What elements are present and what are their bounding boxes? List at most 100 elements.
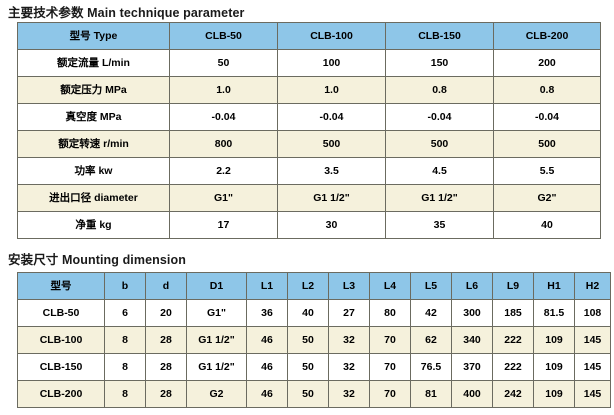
cell-value: 150 (385, 49, 494, 77)
cell-value: 70 (369, 326, 411, 354)
mounting-dimension-section-title: 安装尺寸 Mounting dimension (8, 253, 186, 267)
main-parameter-section-title: 主要技术参数 Main technique parameter (8, 6, 245, 20)
main-technique-parameter-table: 型号 Type CLB-50 CLB-100 CLB-150 CLB-200 额… (17, 22, 601, 239)
cell-value: 35 (385, 211, 494, 239)
column-header-l9: L9 (492, 272, 534, 300)
cell-value: 46 (246, 380, 288, 408)
column-header-clb-50: CLB-50 (169, 22, 278, 50)
row-label-vacuum-degree: 真空度 MPa (17, 103, 170, 131)
cell-value: 145 (574, 326, 611, 354)
table-header-row: 型号 b d D1 L1 L2 L3 L4 L5 L6 L9 H1 H2 (17, 272, 611, 300)
cell-value: 42 (410, 299, 452, 327)
column-header-h1: H1 (533, 272, 575, 300)
cell-value: 28 (145, 353, 187, 381)
cell-value: 32 (328, 353, 370, 381)
cell-value: 200 (493, 49, 601, 77)
cell-value: G1 1/2" (186, 326, 247, 354)
cell-value: 81 (410, 380, 452, 408)
cell-value: 500 (385, 130, 494, 158)
cell-value: 32 (328, 326, 370, 354)
cell-value: G1" (186, 299, 247, 327)
cell-value: G1 1/2" (385, 184, 494, 212)
column-header-h2: H2 (574, 272, 611, 300)
cell-value: 8 (104, 326, 146, 354)
column-header-l4: L4 (369, 272, 411, 300)
table-row: CLB-100 8 28 G1 1/2" 46 50 32 70 62 340 … (17, 326, 611, 354)
column-header-model: 型号 (17, 272, 105, 300)
cell-value: G1" (169, 184, 278, 212)
cell-value: 30 (277, 211, 386, 239)
cell-value: 185 (492, 299, 534, 327)
table-row: 净重 kg 17 30 35 40 (17, 211, 601, 239)
cell-value: 370 (451, 353, 493, 381)
table-row: CLB-50 6 20 G1" 36 40 27 80 42 300 185 8… (17, 299, 611, 327)
cell-value: 80 (369, 299, 411, 327)
table-row: 额定压力 MPa 1.0 1.0 0.8 0.8 (17, 76, 601, 104)
cell-value: 32 (328, 380, 370, 408)
cell-value: 46 (246, 326, 288, 354)
cell-value: 800 (169, 130, 278, 158)
cell-value: 8 (104, 380, 146, 408)
table-row: 额定流量 L/min 50 100 150 200 (17, 49, 601, 77)
cell-value: 109 (533, 380, 575, 408)
column-header-d: d (145, 272, 187, 300)
table-row: CLB-200 8 28 G2 46 50 32 70 81 400 242 1… (17, 380, 611, 408)
column-header-l5: L5 (410, 272, 452, 300)
cell-value: 500 (493, 130, 601, 158)
cell-value: 28 (145, 380, 187, 408)
column-header-clb-100: CLB-100 (277, 22, 386, 50)
row-label-clb-50: CLB-50 (17, 299, 105, 327)
cell-value: 50 (169, 49, 278, 77)
table-row: 额定转速 r/min 800 500 500 500 (17, 130, 601, 158)
column-header-d1: D1 (186, 272, 247, 300)
cell-value: 1.0 (169, 76, 278, 104)
cell-value: 222 (492, 326, 534, 354)
cell-value: 0.8 (385, 76, 494, 104)
column-header-clb-150: CLB-150 (385, 22, 494, 50)
cell-value: 46 (246, 353, 288, 381)
cell-value: 40 (287, 299, 329, 327)
cell-value: 40 (493, 211, 601, 239)
row-label-net-weight: 净重 kg (17, 211, 170, 239)
cell-value: 17 (169, 211, 278, 239)
cell-value: 108 (574, 299, 611, 327)
cell-value: 109 (533, 326, 575, 354)
cell-value: G1 1/2" (186, 353, 247, 381)
cell-value: 222 (492, 353, 534, 381)
cell-value: 2.2 (169, 157, 278, 185)
column-header-type: 型号 Type (17, 22, 170, 50)
cell-value: 0.8 (493, 76, 601, 104)
cell-value: 400 (451, 380, 493, 408)
table-row: 真空度 MPa -0.04 -0.04 -0.04 -0.04 (17, 103, 601, 131)
cell-value: 50 (287, 326, 329, 354)
cell-value: 5.5 (493, 157, 601, 185)
cell-value: 300 (451, 299, 493, 327)
cell-value: 70 (369, 380, 411, 408)
table-row: 进出口径 diameter G1" G1 1/2" G1 1/2" G2" (17, 184, 601, 212)
cell-value: 145 (574, 353, 611, 381)
row-label-clb-100: CLB-100 (17, 326, 105, 354)
row-label-clb-150: CLB-150 (17, 353, 105, 381)
cell-value: 76.5 (410, 353, 452, 381)
cell-value: G1 1/2" (277, 184, 386, 212)
row-label-inlet-outlet-diameter: 进出口径 diameter (17, 184, 170, 212)
cell-value: 81.5 (533, 299, 575, 327)
table-row: 功率 kw 2.2 3.5 4.5 5.5 (17, 157, 601, 185)
cell-value: -0.04 (493, 103, 601, 131)
cell-value: -0.04 (169, 103, 278, 131)
table-header-row: 型号 Type CLB-50 CLB-100 CLB-150 CLB-200 (17, 22, 601, 50)
cell-value: 3.5 (277, 157, 386, 185)
row-label-rated-pressure: 额定压力 MPa (17, 76, 170, 104)
column-header-l3: L3 (328, 272, 370, 300)
column-header-clb-200: CLB-200 (493, 22, 601, 50)
cell-value: 500 (277, 130, 386, 158)
row-label-rated-flow: 额定流量 L/min (17, 49, 170, 77)
column-header-l6: L6 (451, 272, 493, 300)
cell-value: 36 (246, 299, 288, 327)
cell-value: -0.04 (385, 103, 494, 131)
cell-value: 70 (369, 353, 411, 381)
cell-value: G2 (186, 380, 247, 408)
row-label-rated-speed: 额定转速 r/min (17, 130, 170, 158)
row-label-clb-200: CLB-200 (17, 380, 105, 408)
cell-value: 20 (145, 299, 187, 327)
